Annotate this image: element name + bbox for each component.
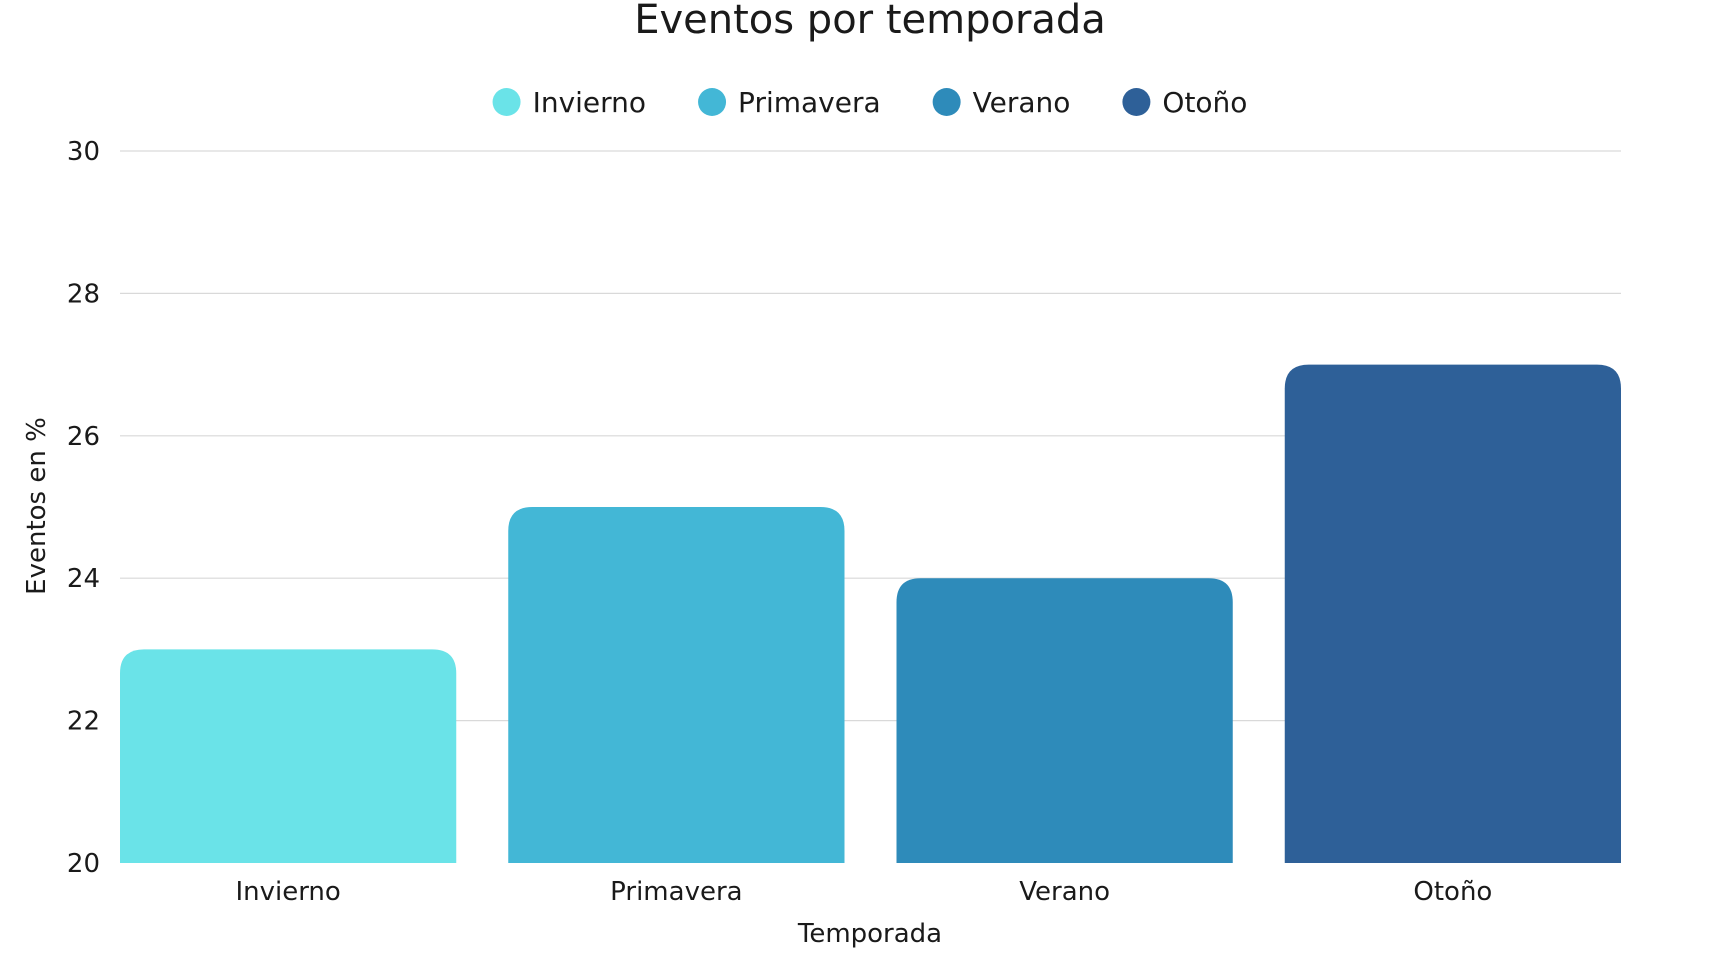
y-axis-ticks: 20 22 24 26 28 30 — [67, 137, 100, 879]
bar-invierno — [120, 649, 457, 863]
chart-title: Eventos por temporada — [634, 0, 1106, 43]
legend-label: Otoño — [1162, 86, 1247, 119]
legend-marker — [492, 88, 521, 116]
legend-item: Verano — [932, 86, 1071, 119]
bar-verano — [896, 578, 1233, 863]
x-tick-label: Verano — [1019, 877, 1110, 907]
legend-item: Otoño — [1122, 86, 1247, 119]
legend-marker — [698, 88, 727, 116]
legend-marker — [1122, 88, 1151, 116]
x-axis-ticks: Invierno Primavera Verano Otoño — [235, 877, 1492, 907]
y-tick-label: 22 — [67, 707, 100, 737]
y-axis-title: Eventos en % — [22, 417, 52, 595]
bar-otoño — [1284, 364, 1621, 863]
bars — [120, 364, 1621, 863]
x-axis-title: Temporada — [797, 919, 942, 949]
x-tick-label: Otoño — [1413, 877, 1492, 907]
legend-label: Invierno — [533, 86, 646, 119]
legend-item: Invierno — [492, 86, 646, 119]
bar-primavera — [508, 507, 845, 863]
x-tick-label: Primavera — [610, 877, 742, 907]
x-tick-label: Invierno — [235, 877, 340, 907]
y-tick-label: 30 — [67, 137, 100, 167]
legend-item: Primavera — [698, 86, 881, 119]
legend-marker — [932, 88, 961, 116]
legend-label: Verano — [973, 86, 1071, 119]
y-tick-label: 24 — [67, 564, 100, 594]
y-tick-label: 28 — [67, 279, 100, 309]
y-tick-label: 20 — [67, 849, 100, 879]
legend: Invierno Primavera Verano Otoño — [492, 86, 1247, 119]
legend-label: Primavera — [738, 86, 881, 119]
y-tick-label: 26 — [67, 422, 100, 452]
